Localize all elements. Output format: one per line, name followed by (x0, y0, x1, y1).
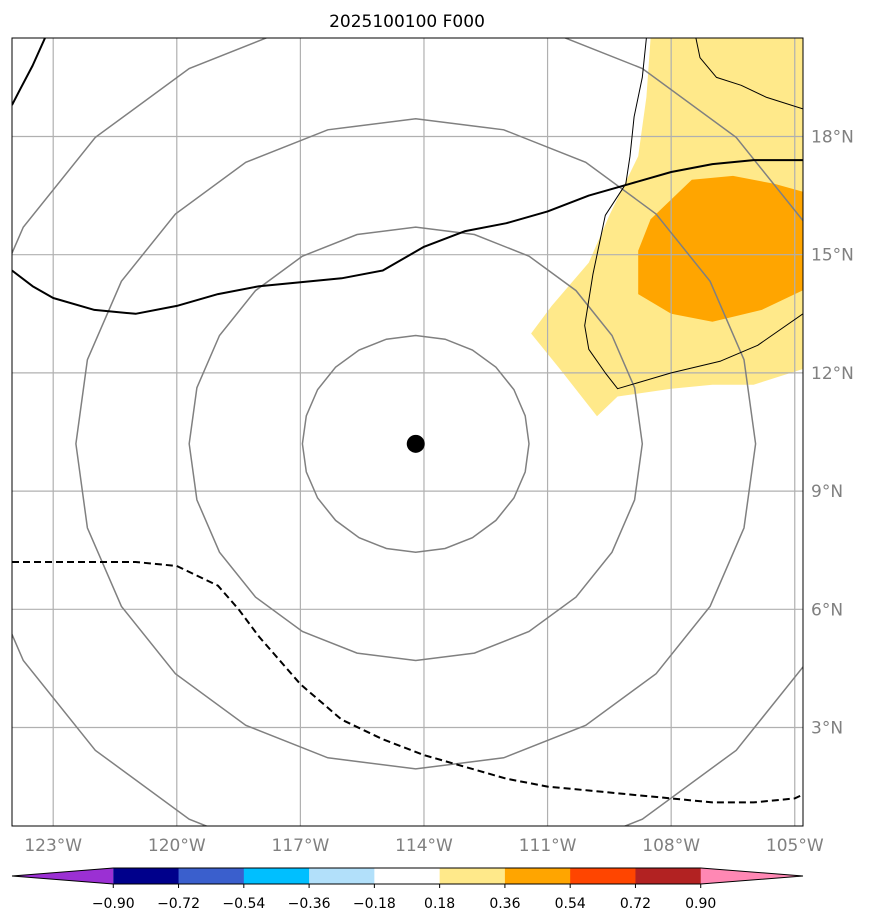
colorbar-segment (570, 868, 636, 884)
x-tick-label: 114°W (395, 836, 453, 856)
y-tick-label: 12°N (811, 364, 854, 384)
colorbar: −0.90 −0.72 −0.54 −0.36 −0.18 0.18 0.36 0.54 0.7… (11, 867, 804, 912)
y-tick-label: 18°N (811, 128, 854, 148)
colorbar-extend-min (12, 868, 114, 884)
colorbar-tick-label: 0.36 (489, 896, 520, 912)
coastline-mainland (695, 38, 803, 110)
map-frame (11, 37, 804, 827)
x-tick-label: 117°W (272, 836, 330, 856)
x-tick-label: 120°W (148, 836, 206, 856)
colorbar-segment (309, 868, 375, 884)
x-tick-label: 105°W (766, 836, 824, 856)
storm-center-marker (406, 434, 425, 453)
colorbar-extend-max (700, 868, 803, 884)
filled-region-1 (638, 175, 803, 322)
map-area (12, 38, 803, 826)
range-ring-0 (301, 334, 530, 553)
colorbar-tick-label: −0.90 (92, 896, 135, 912)
dashed-line (12, 561, 803, 804)
x-tick-label: 123°W (24, 836, 82, 856)
colorbar-segment (243, 868, 310, 884)
range-ring-3 (12, 38, 803, 826)
x-tick-label: 108°W (642, 836, 700, 856)
colorbar-segment (504, 868, 571, 884)
y-tick-labels: 3°N 6°N 9°N 12°N 15°N 18°N (811, 128, 854, 739)
colorbar-segment (439, 868, 506, 884)
chart-title: 2025100100 F000 (329, 12, 485, 32)
colorbar-segment (635, 868, 702, 884)
y-tick-label: 9°N (811, 482, 843, 502)
coastline-baja (584, 38, 803, 390)
range-ring-1 (188, 226, 644, 662)
colorbar-tick-label: 0.72 (620, 896, 651, 912)
x-tick-labels: 123°W 120°W 117°W 114°W 111°W 108°W 105°W (24, 836, 824, 856)
colorbar-tick-label: 0.90 (685, 896, 716, 912)
y-tick-label: 3°N (811, 719, 843, 739)
bold-line-nw (12, 38, 46, 106)
x-tick-label: 111°W (519, 836, 577, 856)
colorbar-tick-label: −0.54 (222, 896, 265, 912)
colorbar-tick-label: −0.18 (353, 896, 396, 912)
colorbar-tick-label: 0.18 (424, 896, 455, 912)
range-ring-2 (75, 118, 757, 770)
colorbar-segment (113, 868, 180, 884)
colorbar-tick-label: −0.36 (288, 896, 331, 912)
bold-line (12, 159, 803, 315)
colorbar-segment (178, 868, 245, 884)
colorbar-tick-label: −0.72 (157, 896, 200, 912)
colorbar-segment (374, 868, 441, 884)
colorbar-tick-label: 0.54 (555, 896, 586, 912)
range-rings (12, 38, 803, 826)
map-lines (12, 38, 803, 804)
y-tick-label: 15°N (811, 246, 854, 266)
y-tick-label: 6°N (811, 600, 843, 620)
